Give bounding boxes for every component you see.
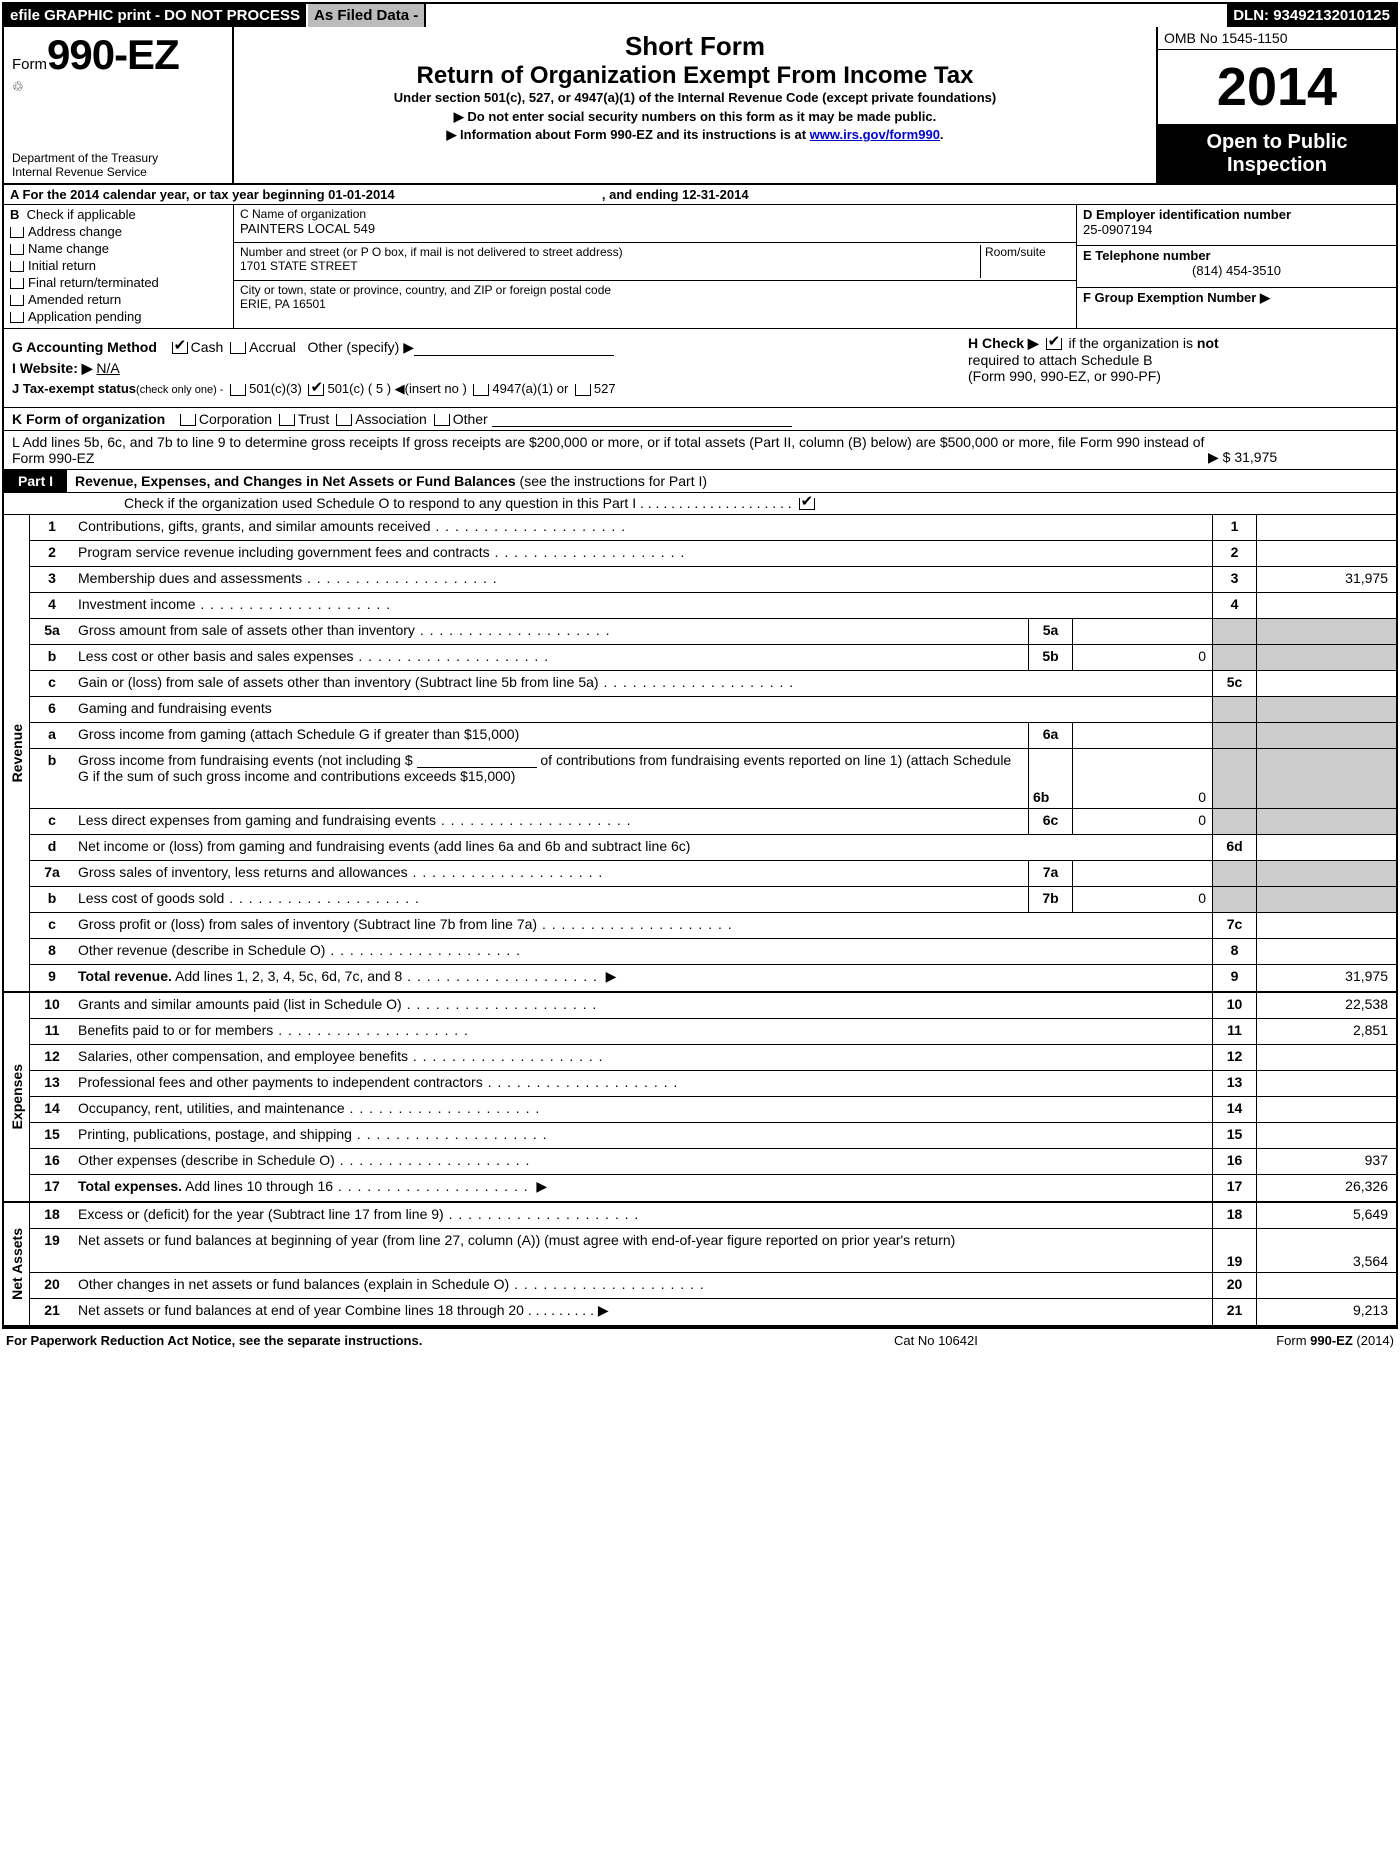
- section-def: D Employer identification number 25-0907…: [1076, 205, 1396, 328]
- short-form: Short Form: [244, 31, 1146, 62]
- chk-initial[interactable]: [10, 261, 24, 272]
- website: N/A: [96, 360, 119, 376]
- val-6b: 0: [1072, 749, 1212, 808]
- chk-501c[interactable]: [308, 384, 324, 396]
- row-i: I Website: ▶ N/A: [12, 360, 968, 377]
- form-label: Form: [12, 56, 47, 73]
- as-filed: As Filed Data -: [308, 4, 426, 27]
- chk-trust[interactable]: [279, 414, 295, 426]
- chk-pending[interactable]: [10, 312, 24, 323]
- chk-schedule-b[interactable]: [1046, 338, 1062, 350]
- chk-other-org[interactable]: [434, 414, 450, 426]
- dln: DLN: 93492132010125: [1227, 4, 1396, 27]
- part1-header: Part I Revenue, Expenses, and Changes in…: [4, 470, 1396, 493]
- irs-link[interactable]: www.irs.gov/form990: [810, 127, 940, 142]
- group-exemption: F Group Exemption Number ▶: [1083, 290, 1270, 305]
- chk-527[interactable]: [575, 384, 591, 396]
- val-16: 937: [1256, 1149, 1396, 1174]
- revenue-section: Revenue 1Contributions, gifts, grants, a…: [4, 515, 1396, 993]
- section-c: C Name of organization PAINTERS LOCAL 54…: [234, 205, 1076, 328]
- row-h: H Check ▶ if the organization is not req…: [968, 335, 1388, 401]
- val-3: 31,975: [1256, 567, 1396, 592]
- recycle-icon: ♲: [12, 79, 224, 95]
- telephone: (814) 454-3510: [1083, 263, 1390, 278]
- note-ssn: ▶ Do not enter social security numbers o…: [244, 109, 1146, 125]
- section-bcdef: B Check if applicable Address change Nam…: [4, 205, 1396, 329]
- schedule-o-check: Check if the organization used Schedule …: [4, 493, 1396, 515]
- omb-no: OMB No 1545-1150: [1158, 27, 1396, 50]
- val-18: 5,649: [1256, 1203, 1396, 1228]
- dept-treasury: Department of the Treasury: [12, 151, 224, 165]
- form-header: Form990-EZ ♲ Department of the Treasury …: [4, 27, 1396, 185]
- section-gh: G Accounting Method Cash Accrual Other (…: [4, 329, 1396, 408]
- efile-notice: efile GRAPHIC print - DO NOT PROCESS: [4, 4, 308, 27]
- chk-501c3[interactable]: [230, 384, 246, 396]
- chk-final[interactable]: [10, 278, 24, 289]
- org-city: ERIE, PA 16501: [240, 297, 1070, 311]
- header-right: OMB No 1545-1150 2014 Open to Public Ins…: [1156, 27, 1396, 183]
- val-11: 2,851: [1256, 1019, 1396, 1044]
- header-left: Form990-EZ ♲ Department of the Treasury …: [4, 27, 234, 183]
- val-17: 26,326: [1256, 1175, 1396, 1201]
- form-container: efile GRAPHIC print - DO NOT PROCESS As …: [2, 2, 1398, 1329]
- val-13: [1256, 1071, 1396, 1096]
- page-footer: For Paperwork Reduction Act Notice, see …: [0, 1331, 1400, 1350]
- val-15: [1256, 1123, 1396, 1148]
- dept-irs: Internal Revenue Service: [12, 165, 224, 179]
- val-21: 9,213: [1256, 1299, 1396, 1325]
- val-7b: 0: [1072, 887, 1212, 912]
- val-9: 31,975: [1256, 965, 1396, 991]
- chk-4947[interactable]: [473, 384, 489, 396]
- open-to-public: Open to Public Inspection: [1158, 125, 1396, 183]
- chk-schedule-o[interactable]: [799, 498, 815, 510]
- val-6c: 0: [1072, 809, 1212, 834]
- header-center: Short Form Return of Organization Exempt…: [234, 27, 1156, 183]
- val-12: [1256, 1045, 1396, 1070]
- expenses-section: Expenses 10Grants and similar amounts pa…: [4, 993, 1396, 1203]
- chk-assoc[interactable]: [336, 414, 352, 426]
- org-street: 1701 STATE STREET: [240, 259, 980, 273]
- org-name: PAINTERS LOCAL 549: [240, 221, 1070, 236]
- val-20: [1256, 1273, 1396, 1298]
- chk-accrual[interactable]: [230, 342, 246, 354]
- ein: 25-0907194: [1083, 222, 1390, 237]
- val-6d: [1256, 835, 1396, 860]
- form-title: Return of Organization Exempt From Incom…: [244, 62, 1146, 90]
- val-1: [1256, 515, 1396, 540]
- row-a: A For the 2014 calendar year, or tax yea…: [4, 185, 1396, 205]
- val-4: [1256, 593, 1396, 618]
- row-l: L Add lines 5b, 6c, and 7b to line 9 to …: [4, 431, 1396, 470]
- chk-corp[interactable]: [180, 414, 196, 426]
- netassets-section: Net Assets 18Excess or (deficit) for the…: [4, 1203, 1396, 1327]
- chk-cash[interactable]: [172, 342, 188, 354]
- form-number: 990-EZ: [47, 31, 179, 78]
- val-7c: [1256, 913, 1396, 938]
- val-8: [1256, 939, 1396, 964]
- val-14: [1256, 1097, 1396, 1122]
- gross-receipts: ▶ $ 31,975: [1208, 449, 1388, 466]
- val-5b: 0: [1072, 645, 1212, 670]
- val-2: [1256, 541, 1396, 566]
- chk-name[interactable]: [10, 244, 24, 255]
- chk-address[interactable]: [10, 227, 24, 238]
- val-10: 22,538: [1256, 993, 1396, 1018]
- under-section: Under section 501(c), 527, or 4947(a)(1)…: [244, 90, 1146, 107]
- row-j: J Tax-exempt status(check only one) - 50…: [12, 381, 968, 397]
- note-info: ▶ Information about Form 990-EZ and its …: [244, 127, 1146, 143]
- val-19: 3,564: [1256, 1229, 1396, 1272]
- chk-amended[interactable]: [10, 295, 24, 306]
- top-bar: efile GRAPHIC print - DO NOT PROCESS As …: [4, 4, 1396, 27]
- tax-year: 2014: [1158, 50, 1396, 125]
- val-5c: [1256, 671, 1396, 696]
- row-k: K Form of organization Corporation Trust…: [4, 408, 1396, 431]
- row-g: G Accounting Method Cash Accrual Other (…: [12, 339, 968, 356]
- section-b: B Check if applicable Address change Nam…: [4, 205, 234, 328]
